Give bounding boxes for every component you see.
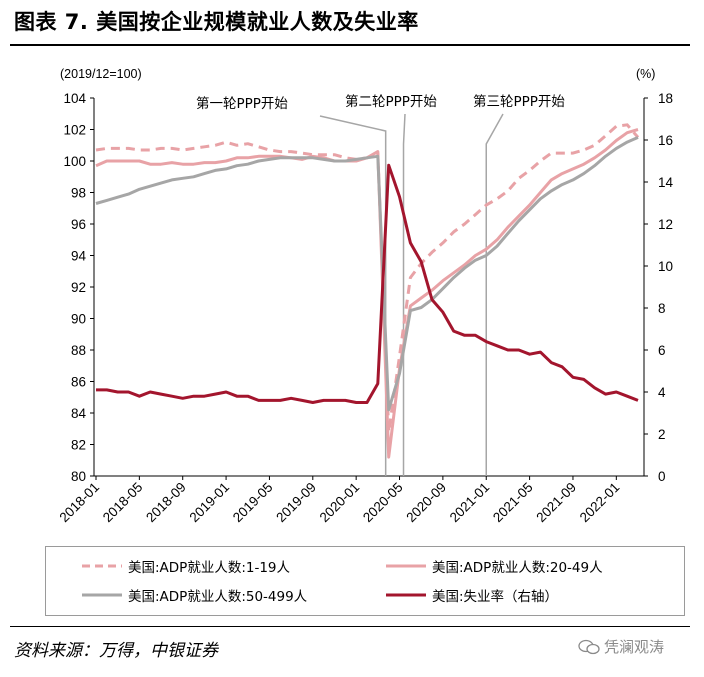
- x-tick-label: 2018-01: [56, 480, 102, 526]
- right-tick-label: 0: [658, 469, 666, 484]
- right-tick-label: 8: [658, 301, 666, 316]
- legend-item-unemployment: 美国:失业率（右轴）: [386, 585, 558, 605]
- chart-canvas: 80 82 84 86 88 90 92 94 96 98 100 102 104 0 2 4 6 8 10 12 14…: [56, 67, 673, 525]
- x-tick-label: 2019-09: [273, 480, 319, 526]
- x-tick-label: 2020-01: [317, 480, 363, 526]
- x-tick-label: 2020-05: [360, 480, 406, 526]
- left-tick-label: 94: [71, 249, 87, 264]
- x-tick-label: 2019-01: [187, 480, 233, 526]
- watermark: 凭澜观涛: [578, 636, 664, 657]
- legend-item-50-499: 美国:ADP就业人数:50-499人: [82, 585, 307, 605]
- series-line-0: [95, 123, 640, 434]
- right-tick-label: 12: [658, 217, 673, 232]
- x-tick-label: 2021-09: [533, 480, 579, 526]
- series-layer: [95, 123, 640, 459]
- x-tick-label: 2020-09: [403, 480, 449, 526]
- annotation-label: 第一轮PPP开始: [196, 95, 288, 112]
- legend-label: 美国:失业率（右轴）: [432, 589, 559, 605]
- right-tick-label: 10: [658, 259, 673, 274]
- x-tick-label: 2019-05: [230, 480, 276, 526]
- annotation-leader-line: [485, 113, 504, 476]
- watermark-text: 凭澜观涛: [604, 638, 665, 656]
- left-tick-label: 92: [71, 280, 86, 295]
- legend-swatch-dashed-pink: [82, 564, 122, 568]
- left-tick-label: 96: [71, 217, 86, 232]
- x-tick-label: 2021-01: [447, 480, 493, 526]
- right-tick-label: 18: [658, 91, 673, 106]
- legend-swatch-pink: [386, 564, 426, 568]
- x-tick-label: 2018-09: [143, 480, 189, 526]
- legend-swatch-gray: [82, 593, 122, 597]
- left-tick-label: 104: [63, 91, 86, 106]
- left-tick-label: 90: [71, 312, 86, 327]
- legend-label: 美国:ADP就业人数:20-49人: [432, 560, 603, 576]
- legend-swatch-red: [386, 593, 426, 597]
- title-divider: [10, 44, 690, 46]
- wechat-icon: [578, 639, 600, 654]
- right-axis-unit: (%): [636, 67, 655, 81]
- left-tick-label: 100: [63, 154, 86, 169]
- legend-item-20-49: 美国:ADP就业人数:20-49人: [386, 556, 603, 576]
- annotation-leader-line: [402, 113, 406, 476]
- left-tick-label: 82: [71, 438, 86, 453]
- right-tick-label: 4: [658, 385, 666, 400]
- x-tick-label: 2018-05: [100, 480, 146, 526]
- right-tick-label: 2: [658, 427, 666, 442]
- source-note: 资料来源：万得，中银证券: [14, 641, 218, 661]
- x-tick-label: 2022-01: [577, 480, 623, 526]
- left-tick-label: 80: [71, 469, 86, 484]
- series-line-2: [95, 136, 639, 412]
- right-tick-label: 16: [658, 133, 673, 148]
- x-tick-label: 2021-05: [490, 480, 536, 526]
- figure-title: 图表 7. 美国按企业规模就业人数及失业率: [14, 10, 419, 34]
- left-tick-label: 84: [71, 406, 87, 421]
- series-line-3: [96, 163, 639, 404]
- left-tick-label: 102: [63, 123, 86, 138]
- left-tick-label: 88: [71, 343, 86, 358]
- annotation-label: 第二轮PPP开始: [345, 93, 437, 110]
- tick-label-layer: 80 82 84 86 88 90 92 94 96 98 100 102 104 0 2 4 6 8 10 12 14…: [56, 67, 673, 525]
- legend-item-1-19: 美国:ADP就业人数:1-19人: [82, 556, 290, 576]
- right-tick-label: 6: [658, 343, 666, 358]
- source-divider: [10, 626, 690, 627]
- annotation-leader-line: [319, 115, 387, 476]
- left-tick-label: 86: [71, 375, 86, 390]
- left-axis-unit: (2019/12=100): [60, 67, 142, 81]
- axes-layer: [90, 97, 648, 480]
- right-tick-label: 14: [658, 175, 674, 190]
- annotation-layer: [319, 113, 504, 476]
- left-tick-label: 98: [71, 186, 86, 201]
- legend-label: 美国:ADP就业人数:1-19人: [128, 560, 291, 576]
- legend-label: 美国:ADP就业人数:50-499人: [128, 589, 308, 605]
- legend: 美国:ADP就业人数:1-19人 美国:ADP就业人数:20-49人 美国:AD…: [45, 546, 685, 616]
- annotation-label: 第三轮PPP开始: [473, 93, 565, 110]
